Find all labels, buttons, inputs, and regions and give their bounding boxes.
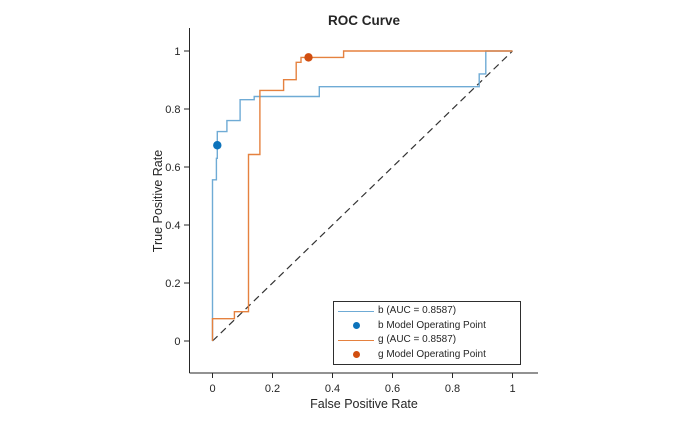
chart-title: ROC Curve <box>327 13 400 28</box>
y-tick-label: 0.4 <box>165 220 180 232</box>
y-axis-label: True Positive Rate <box>151 149 165 253</box>
x-axis-label: False Positive Rate <box>310 397 418 411</box>
legend-label: b Model Operating Point <box>378 319 486 331</box>
x-tick-label: 0.6 <box>385 383 400 395</box>
y-tick-label: 0.6 <box>165 162 180 174</box>
roc-curve-b <box>211 50 513 341</box>
y-tick-label: 1 <box>174 46 180 58</box>
legend-item-b-curve: b (AUC = 0.8587) <box>334 304 520 318</box>
legend-item-g-curve: g (AUC = 0.8587) <box>334 333 520 347</box>
reference-diagonal-line <box>212 50 513 342</box>
x-tick-label: 0.4 <box>325 383 340 395</box>
legend-item-g-operating-point: g Model Operating Point <box>334 348 520 362</box>
b-model-operating-point-marker <box>213 141 222 150</box>
x-tick-label: 0.2 <box>265 383 280 395</box>
x-tick-label: 1 <box>509 383 515 395</box>
x-tick-label: 0 <box>209 383 215 395</box>
x-tick-label: 0.8 <box>445 383 460 395</box>
legend-item-b-operating-point: b Model Operating Point <box>334 319 520 333</box>
roc-curve-g <box>211 50 513 341</box>
legend-label: g (AUC = 0.8587) <box>378 334 457 346</box>
legend-line-sample-g <box>334 339 378 341</box>
y-tick-label: 0.2 <box>165 278 180 290</box>
y-tick-label: 0 <box>174 336 180 348</box>
legend-marker-sample-g <box>334 351 378 359</box>
g-model-operating-point-marker <box>304 53 313 62</box>
legend-marker-sample-b <box>334 322 378 330</box>
legend-box: b (AUC = 0.8587) b Model Operating Point… <box>333 301 521 365</box>
legend-label: g Model Operating Point <box>378 348 486 360</box>
legend-line-sample-b <box>334 310 378 312</box>
y-tick-label: 0.8 <box>165 104 180 116</box>
legend-label: b (AUC = 0.8587) <box>378 305 457 317</box>
